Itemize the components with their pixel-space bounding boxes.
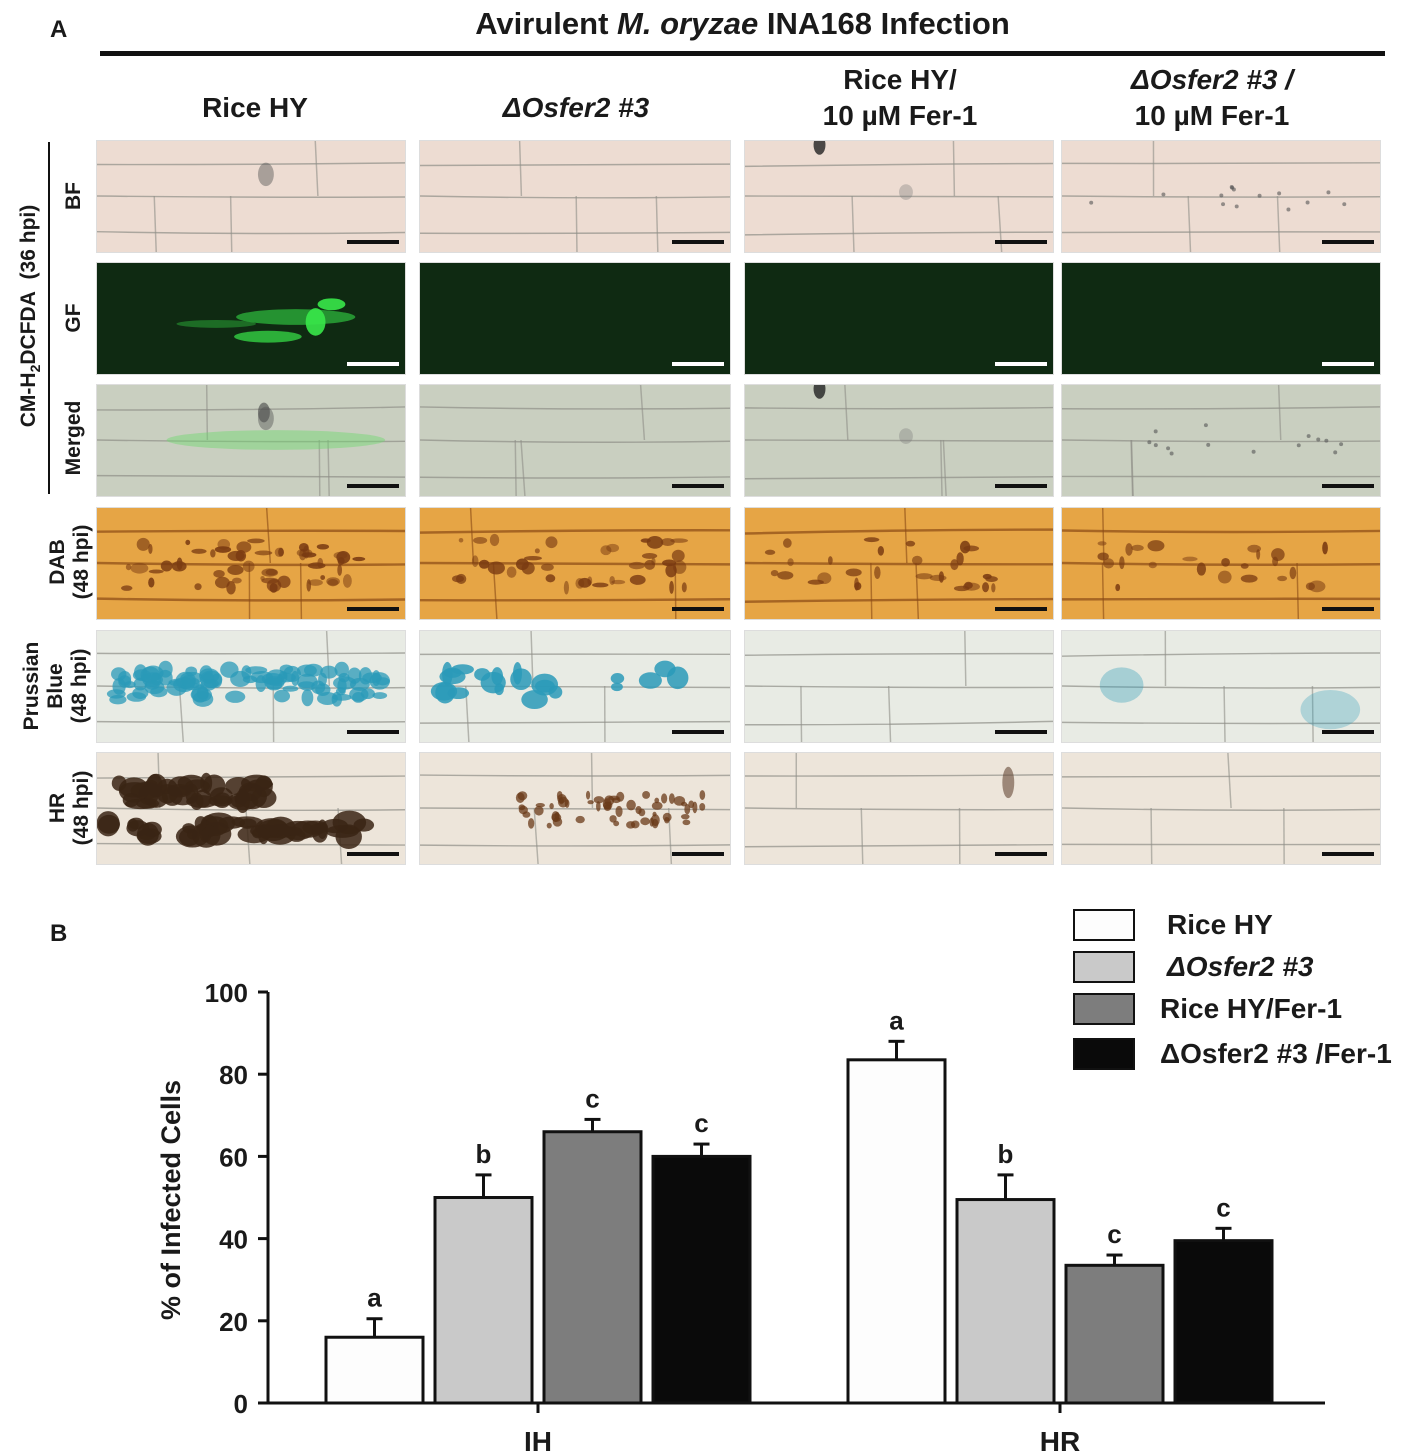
scale-bar xyxy=(672,362,724,366)
y-tick-label: 100 xyxy=(205,978,248,1008)
scale-bar xyxy=(1322,362,1374,366)
scale-bar xyxy=(1322,852,1374,856)
bar-ih-series4 xyxy=(651,1154,752,1405)
panel-a-label: A xyxy=(50,16,68,43)
micrograph-merged-col4 xyxy=(1061,384,1381,497)
significance-letter: c xyxy=(1216,1192,1230,1222)
micrograph-hr-col1 xyxy=(96,752,406,865)
scale-bar xyxy=(995,730,1047,734)
y-tick-label: 60 xyxy=(219,1142,248,1172)
significance-letter: c xyxy=(1107,1219,1121,1249)
bar-hr-series1 xyxy=(846,1058,947,1405)
micrograph-bf-col3 xyxy=(744,140,1054,253)
significance-letter: c xyxy=(694,1108,708,1138)
header-divider xyxy=(100,51,1385,56)
scale-bar xyxy=(995,852,1047,856)
legend-label-rice-hy-fer1: Rice HY/Fer-1 xyxy=(1160,993,1343,1024)
legend-swatch-rice-hy xyxy=(1073,909,1135,941)
legend-swatch-osfer2-fer1 xyxy=(1073,1038,1135,1070)
micrograph-hr-col2 xyxy=(419,752,731,865)
scale-bar xyxy=(1322,730,1374,734)
bar-hr-series4 xyxy=(1173,1239,1274,1405)
micrograph-gf-col1 xyxy=(96,262,406,375)
column-title-osfer2-fer1: ΔOsfer2 #3 / 10 µM Fer-1 xyxy=(1131,64,1293,131)
micrograph-hr-col4 xyxy=(1061,752,1381,865)
scale-bar xyxy=(1322,240,1374,244)
scale-bar xyxy=(672,240,724,244)
x-category-label: IH xyxy=(524,1426,552,1452)
scale-bar xyxy=(672,852,724,856)
micrograph-gf-col2 xyxy=(419,262,731,375)
micrograph-dab-col1 xyxy=(96,507,406,620)
panel-b-label: B xyxy=(50,920,68,947)
scale-bar xyxy=(995,607,1047,611)
significance-letter: b xyxy=(998,1139,1014,1169)
legend-label-osfer2: ΔOsfer2 #3 xyxy=(1167,951,1314,982)
scale-bar xyxy=(1322,607,1374,611)
legend-swatch-rice-hy-fer1 xyxy=(1073,993,1135,1025)
y-tick-label: 40 xyxy=(219,1225,248,1255)
x-category-label: HR xyxy=(1040,1426,1080,1452)
micrograph-bf-col2 xyxy=(419,140,731,253)
bar-chart: % of Infected Cells 0 20 40 60 80 100 a b c c IH a b… xyxy=(156,978,1325,1452)
micrograph-dab-col2 xyxy=(419,507,731,620)
header-suffix: INA168 Infection xyxy=(766,6,1010,41)
bar-ih-series2 xyxy=(433,1196,534,1405)
micrograph-gf-col3 xyxy=(744,262,1054,375)
significance-letter: a xyxy=(889,1005,904,1035)
y-tick-label: 20 xyxy=(219,1307,248,1337)
micrograph-dab-col4 xyxy=(1061,507,1381,620)
group-bracket xyxy=(48,142,50,494)
header-species: M. oryzae xyxy=(617,6,759,41)
scale-bar xyxy=(672,484,724,488)
significance-letter: a xyxy=(367,1283,382,1313)
micrograph-prussian-col2 xyxy=(419,630,731,743)
micrograph-bf-col1 xyxy=(96,140,406,253)
scale-bar xyxy=(347,852,399,856)
bar-ih-series1 xyxy=(324,1335,425,1405)
micrograph-bf-col4 xyxy=(1061,140,1381,253)
scale-bar xyxy=(347,607,399,611)
micrograph-gf-col4 xyxy=(1061,262,1381,375)
scale-bar xyxy=(672,730,724,734)
bar-hr-series2 xyxy=(955,1198,1056,1405)
micrograph-merged-col1 xyxy=(96,384,406,497)
micrograph-prussian-col3 xyxy=(744,630,1054,743)
scale-bar xyxy=(672,607,724,611)
micrograph-merged-col3 xyxy=(744,384,1054,497)
legend-label-osfer2-fer1: ΔOsfer2 #3 /Fer-1 xyxy=(1160,1038,1392,1069)
micrograph-prussian-col4 xyxy=(1061,630,1381,743)
scale-bar xyxy=(995,240,1047,244)
bar-ih-series3 xyxy=(542,1130,643,1405)
scale-bar xyxy=(347,730,399,734)
scale-bar xyxy=(995,362,1047,366)
scale-bar xyxy=(347,484,399,488)
y-tick-label: 0 xyxy=(234,1389,248,1419)
legend-swatch-osfer2 xyxy=(1073,951,1135,983)
significance-letter: c xyxy=(585,1083,599,1113)
column-title-rice-hy-fer1: Rice HY/ 10 µM Fer-1 xyxy=(822,64,978,131)
y-tick-label: 80 xyxy=(219,1060,248,1090)
y-axis-label: % of Infected Cells xyxy=(156,1080,186,1320)
scale-bar xyxy=(1322,484,1374,488)
micrograph-merged-col2 xyxy=(419,384,731,497)
micrograph-dab-col3 xyxy=(744,507,1054,620)
micrograph-prussian-col1 xyxy=(96,630,406,743)
scale-bar xyxy=(347,240,399,244)
legend-label-rice-hy: Rice HY xyxy=(1167,909,1273,940)
figure-header-title: Avirulent M. oryzae INA168 Infection xyxy=(100,6,1385,42)
column-title-rice-hy: Rice HY xyxy=(202,92,308,123)
scale-bar xyxy=(995,484,1047,488)
significance-letter: b xyxy=(476,1139,492,1169)
bar-hr-series3 xyxy=(1064,1263,1165,1405)
column-title-osfer2: ΔOsfer2 #3 xyxy=(502,92,650,123)
scale-bar xyxy=(347,362,399,366)
header-prefix: Avirulent xyxy=(475,6,609,41)
micrograph-hr-col3 xyxy=(744,752,1054,865)
